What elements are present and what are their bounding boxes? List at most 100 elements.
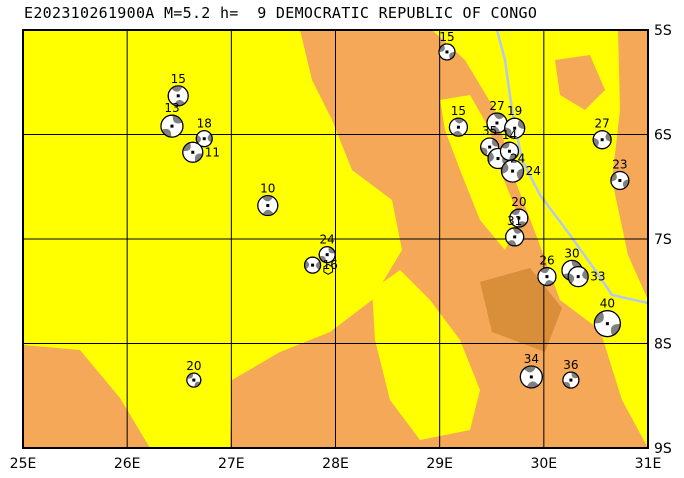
focal-mechanism-beachball[interactable] — [303, 256, 322, 274]
event-depth-label: 40 — [600, 297, 615, 311]
beachball-outline — [257, 194, 279, 217]
beachball-outline — [567, 266, 589, 288]
beachball-compression — [480, 147, 488, 156]
p-axis-marker — [325, 253, 329, 257]
focal-mechanism-beachball[interactable] — [500, 159, 525, 183]
lon-tick-label: 25E — [10, 456, 37, 472]
event-depth-label: 36 — [563, 358, 578, 372]
beachball-outline — [160, 114, 184, 138]
lon-tick-label: 30E — [530, 456, 557, 472]
event-depth-label: 11 — [205, 145, 220, 159]
lat-tick-label: 5S — [654, 23, 672, 39]
beachball-compression — [523, 365, 536, 373]
beachball-compression — [610, 172, 617, 182]
event-depth-label: 27 — [595, 117, 610, 131]
event-depth-label: 14 — [502, 128, 517, 142]
event-depth-label: 31 — [507, 214, 522, 228]
beachball-compression — [517, 119, 525, 130]
focal-mechanism-beachball[interactable] — [505, 227, 525, 247]
p-axis-marker — [495, 121, 499, 125]
p-axis-marker — [576, 275, 580, 279]
focal-mechanism-beachball[interactable] — [448, 117, 469, 137]
beachball-compression — [194, 153, 203, 162]
beachball-compression — [449, 51, 455, 60]
event-depth-label: 24 — [526, 164, 541, 178]
beachball-outline — [505, 227, 525, 247]
event-depth-label: 19 — [507, 104, 522, 118]
focal-mechanism-beachball[interactable] — [509, 208, 529, 228]
event-depth-label: 20 — [511, 195, 526, 209]
p-axis-marker — [513, 235, 517, 239]
focal-mechanism-beachball[interactable] — [519, 365, 543, 389]
focal-mechanism-beachball[interactable] — [562, 371, 580, 389]
focal-mechanism-beachball[interactable] — [182, 141, 204, 163]
event-depth-label: 10 — [260, 182, 275, 196]
beachball-compression — [501, 142, 510, 149]
focal-mechanism-beachball[interactable] — [257, 194, 279, 217]
focal-mechanism-beachball[interactable] — [167, 85, 189, 107]
focal-mechanism-beachball[interactable] — [537, 267, 557, 287]
beachball-compression — [610, 323, 621, 336]
beachball-compression — [182, 142, 191, 152]
p-axis-marker — [496, 157, 500, 161]
map-frame — [22, 29, 649, 449]
beachball-compression — [511, 209, 521, 215]
p-axis-marker — [488, 145, 492, 149]
beachball-compression — [315, 261, 321, 270]
focal-mechanism-beachball[interactable] — [593, 310, 621, 338]
event-depth-label: 15 — [439, 30, 454, 44]
focal-mechanism-beachball[interactable] — [567, 266, 589, 288]
event-depth-label: 35 — [482, 124, 497, 138]
event-depth-label: 15 — [171, 72, 186, 86]
lat-tick-label: 6S — [654, 128, 672, 144]
beachball-compression — [328, 246, 336, 254]
lat-tick-label: 9S — [654, 441, 672, 457]
p-axis-marker — [191, 150, 195, 154]
beachball-compression — [622, 179, 629, 189]
event-depth-label: 15 — [451, 104, 466, 118]
beachball-compression — [594, 311, 604, 324]
event-depth-label: 27 — [489, 99, 504, 113]
beachball-outline — [509, 208, 529, 228]
event-depth-label: 33 — [590, 270, 605, 284]
lon-tick-label: 29E — [426, 456, 453, 472]
beachball-compression — [571, 372, 579, 379]
focal-mechanism-beachball[interactable] — [504, 117, 526, 139]
map-title: E202310261900A M=5.2 h= 9 DEMOCRATIC REP… — [24, 4, 538, 22]
focal-mechanism-beachball[interactable] — [160, 114, 184, 138]
focal-mechanism-beachball[interactable] — [592, 130, 612, 150]
beachball-compression — [593, 137, 599, 148]
beachball-compression — [509, 153, 518, 161]
p-axis-marker — [507, 149, 511, 153]
beachball-outline — [303, 256, 322, 274]
beachball-compression — [196, 134, 201, 144]
beachball-outline — [195, 130, 213, 148]
event-depth-label: 30 — [564, 246, 579, 260]
event-depth-label: 13 — [164, 101, 179, 115]
beachball-outline — [186, 372, 202, 388]
highland-area — [23, 345, 150, 448]
lon-tick-label: 26E — [114, 456, 141, 472]
p-axis-marker — [202, 137, 206, 141]
event-depth-label: 20 — [186, 359, 201, 373]
lake-shoreline — [495, 30, 648, 305]
event-depth-label: 18 — [197, 117, 212, 131]
focal-mechanism-beachball[interactable] — [318, 246, 336, 264]
p-axis-marker — [529, 375, 533, 379]
graticule — [23, 30, 648, 448]
beachball-compression — [507, 240, 517, 246]
beachball-compression — [512, 227, 523, 234]
focal-mechanism-beachball[interactable] — [610, 170, 630, 191]
focal-mechanism-beachball[interactable] — [499, 141, 520, 161]
focal-mechanism-beachball[interactable] — [195, 130, 213, 148]
focal-mechanism-beachball[interactable] — [438, 43, 456, 61]
beachball-compression — [438, 44, 445, 52]
p-axis-marker — [618, 178, 622, 182]
focal-mechanism-beachball[interactable] — [186, 372, 202, 388]
event-depth-label: 16 — [323, 258, 338, 272]
beachball-compression — [207, 133, 213, 143]
p-axis-marker — [511, 169, 515, 173]
lon-tick-label: 27E — [218, 456, 245, 472]
beachball-compression — [491, 138, 499, 147]
